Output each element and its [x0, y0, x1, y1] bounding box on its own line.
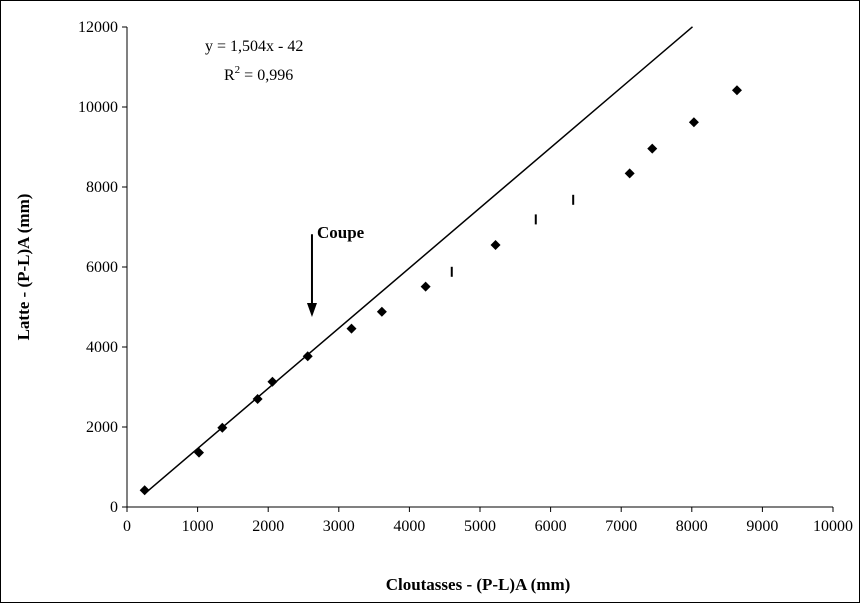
data-point: [490, 240, 501, 250]
y-axis-title: Latte - (P-L)A (mm): [14, 194, 33, 341]
data-point: [194, 447, 205, 458]
data-point: [731, 85, 742, 96]
x-tick-label: 5000: [464, 518, 496, 535]
data-point: [376, 306, 387, 317]
regression-equation: y = 1,504x - 42: [205, 38, 303, 55]
r-squared-symbol: R: [224, 67, 235, 84]
y-tick-label: 12000: [78, 19, 118, 36]
data-point: [217, 422, 228, 433]
x-tick-label: 8000: [676, 518, 708, 535]
data-point: [267, 376, 278, 387]
data-point: [624, 168, 635, 179]
y-tick-label: 6000: [86, 259, 118, 276]
x-tick-label: 6000: [535, 518, 567, 535]
r-squared-value: = 0,996: [240, 67, 293, 84]
axes-layer: 0 2000 4000 6000 8000 10000 12000 0 1000 2000 3000…: [78, 19, 853, 535]
data-point: [302, 351, 313, 362]
annotation-layer: [306, 234, 317, 317]
y-tick-label: 4000: [86, 339, 118, 356]
data-point: [346, 323, 357, 334]
x-tick-label: 3000: [323, 518, 355, 535]
annotation-coupe-label: Coupe: [317, 223, 365, 242]
data-point: [139, 485, 150, 496]
x-tick-label: 9000: [746, 518, 778, 535]
trendline-layer: [144, 26, 693, 495]
x-tick-label: 1000: [182, 518, 214, 535]
annotation-arrow-head: [306, 303, 317, 317]
data-point: [647, 143, 658, 154]
data-point: [688, 117, 699, 128]
trendline: [144, 26, 693, 495]
y-tick-label: 0: [110, 499, 118, 516]
data-point: [420, 281, 431, 292]
x-tick-label: 4000: [393, 518, 425, 535]
r-squared-exponent: 2: [235, 64, 241, 76]
y-tick-label: 2000: [86, 419, 118, 436]
y-tick-label: 8000: [86, 179, 118, 196]
x-tick-label: 7000: [605, 518, 637, 535]
x-axis-title: Cloutasses - (P-L)A (mm): [386, 575, 571, 594]
x-tick-label: 2000: [252, 518, 284, 535]
data-points-layer: [139, 85, 742, 496]
x-tick-label: 10000: [813, 518, 853, 535]
x-tick-label: 0: [123, 518, 131, 535]
data-point: [252, 394, 263, 404]
y-tick-label: 10000: [78, 99, 118, 116]
r-squared-label: R2 = 0,996: [224, 64, 293, 84]
